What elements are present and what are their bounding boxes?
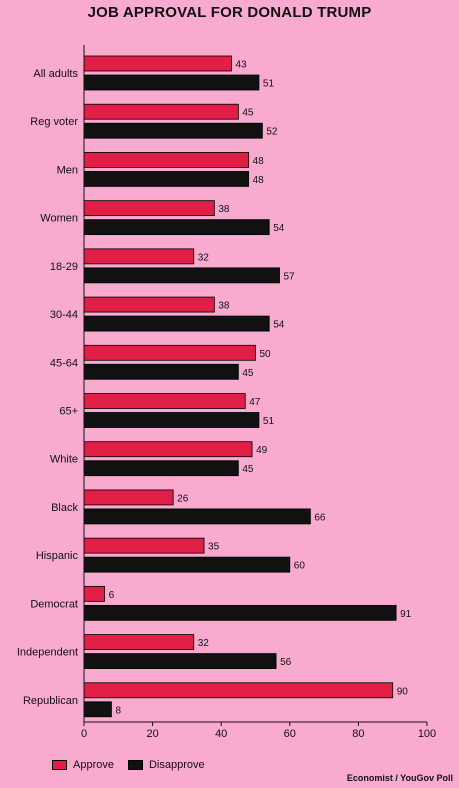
data-label-approve-18-29: 32 xyxy=(198,252,210,263)
data-label-disapprove-republican: 8 xyxy=(115,705,121,716)
x-tick-label-100: 100 xyxy=(418,728,436,740)
bar-disapprove-45-64 xyxy=(83,363,239,380)
data-label-approve-white: 49 xyxy=(256,445,268,456)
data-label-disapprove-18-29: 57 xyxy=(284,271,296,282)
bar-approve-independent xyxy=(83,634,195,650)
bar-approve-65- xyxy=(83,393,246,409)
data-label-disapprove-black: 66 xyxy=(314,512,326,523)
category-label-democrat: Democrat xyxy=(30,598,78,610)
bar-approve-30-44 xyxy=(83,296,215,313)
bar-approve-18-29 xyxy=(83,248,195,265)
category-label-hispanic: Hispanic xyxy=(36,550,79,562)
bar-approve-republican xyxy=(83,682,394,699)
x-tick-label-0: 0 xyxy=(81,728,87,740)
data-label-disapprove-white: 45 xyxy=(242,464,254,475)
legend-label-disapprove: Disapprove xyxy=(148,759,205,771)
legend-swatch-approve xyxy=(52,760,67,770)
x-tick-label-20: 20 xyxy=(146,728,158,740)
category-label-reg-voter: Reg voter xyxy=(30,116,78,128)
data-label-approve-30-44: 38 xyxy=(218,301,230,312)
data-label-disapprove-30-44: 54 xyxy=(273,320,285,331)
bar-approve-reg-voter xyxy=(83,103,239,120)
category-label-independent: Independent xyxy=(17,647,78,659)
bar-approve-women xyxy=(83,200,215,217)
bar-disapprove-white xyxy=(83,460,239,477)
data-label-approve-reg-voter: 45 xyxy=(242,108,254,119)
data-label-disapprove-democrat: 91 xyxy=(400,609,412,620)
legend-label-approve: Approve xyxy=(73,759,114,771)
category-label-white: White xyxy=(50,454,78,466)
bar-approve-45-64 xyxy=(83,344,256,361)
data-label-approve-65-: 47 xyxy=(249,397,261,408)
data-label-disapprove-hispanic: 60 xyxy=(294,561,306,572)
category-label-black: Black xyxy=(51,502,78,514)
data-label-approve-black: 26 xyxy=(177,493,189,504)
bar-disapprove-republican xyxy=(83,701,112,718)
legend: Approve Disapprove xyxy=(52,759,219,771)
data-label-approve-men: 48 xyxy=(253,156,265,167)
data-label-disapprove-65-: 51 xyxy=(263,416,275,427)
legend-swatch-disapprove xyxy=(127,760,143,770)
x-tick-label-60: 60 xyxy=(284,728,296,740)
data-label-disapprove-men: 48 xyxy=(253,175,265,186)
category-label-45-64: 45-64 xyxy=(50,357,78,369)
chart-title: JOB APPROVAL FOR DONALD TRUMP xyxy=(87,4,372,21)
data-label-disapprove-all-adults: 51 xyxy=(263,79,275,90)
data-label-disapprove-independent: 56 xyxy=(280,657,292,668)
bar-approve-all-adults xyxy=(83,55,232,72)
bar-approve-black xyxy=(83,489,174,506)
source-credit: Economist / YouGov Poll xyxy=(346,773,453,783)
data-label-disapprove-women: 54 xyxy=(273,223,285,234)
bar-disapprove-30-44 xyxy=(83,315,270,332)
bar-disapprove-all-adults xyxy=(83,74,260,91)
x-tick-label-40: 40 xyxy=(215,728,227,740)
category-label-18-29: 18-29 xyxy=(50,261,78,273)
data-label-approve-women: 38 xyxy=(218,204,230,215)
category-label-all-adults: All adults xyxy=(33,68,78,80)
data-label-approve-republican: 90 xyxy=(397,686,409,697)
data-label-approve-45-64: 50 xyxy=(260,349,272,360)
bar-disapprove-democrat xyxy=(83,604,397,621)
bar-disapprove-65- xyxy=(83,412,260,428)
x-tick-label-80: 80 xyxy=(352,728,364,740)
legend-item-disapprove: Disapprove xyxy=(127,759,205,771)
bar-approve-hispanic xyxy=(83,537,205,554)
bar-approve-democrat xyxy=(83,585,105,602)
bar-disapprove-hispanic xyxy=(83,556,291,573)
category-label-men: Men xyxy=(57,164,78,176)
bar-disapprove-independent xyxy=(83,653,277,669)
legend-item-approve: Approve xyxy=(52,759,114,771)
bar-disapprove-reg-voter xyxy=(83,122,263,139)
bar-disapprove-women xyxy=(83,219,270,236)
bar-approve-men xyxy=(83,152,250,168)
data-label-approve-all-adults: 43 xyxy=(235,60,247,71)
data-label-approve-hispanic: 35 xyxy=(208,542,220,553)
data-label-disapprove-reg-voter: 52 xyxy=(266,127,278,138)
bar-disapprove-18-29 xyxy=(83,267,280,284)
bar-disapprove-black xyxy=(83,508,311,525)
data-label-approve-independent: 32 xyxy=(198,638,210,649)
category-label-30-44: 30-44 xyxy=(50,309,78,321)
bar-disapprove-men xyxy=(83,171,250,187)
data-label-disapprove-45-64: 45 xyxy=(242,368,254,379)
category-label-women: Women xyxy=(40,213,78,225)
data-label-approve-democrat: 6 xyxy=(109,590,115,601)
category-label-65-: 65+ xyxy=(59,406,78,418)
category-label-republican: Republican xyxy=(23,695,78,707)
bar-approve-white xyxy=(83,441,253,458)
